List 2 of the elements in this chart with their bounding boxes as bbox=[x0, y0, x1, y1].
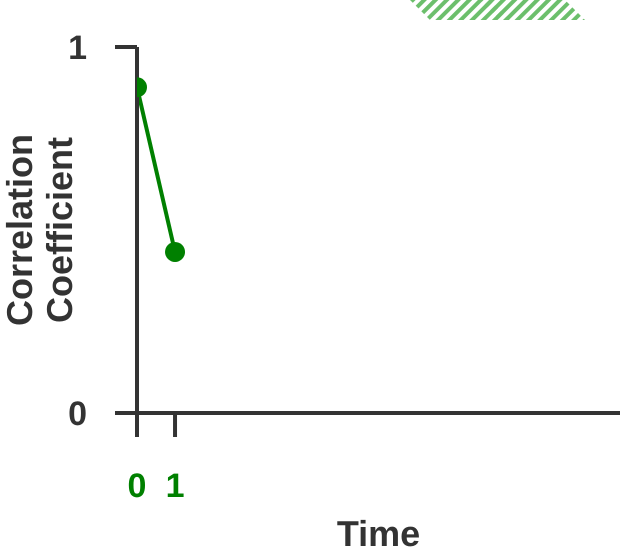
y-axis-title: Correlation Coefficient bbox=[0, 134, 80, 326]
x-axis-title: Time bbox=[336, 513, 420, 554]
